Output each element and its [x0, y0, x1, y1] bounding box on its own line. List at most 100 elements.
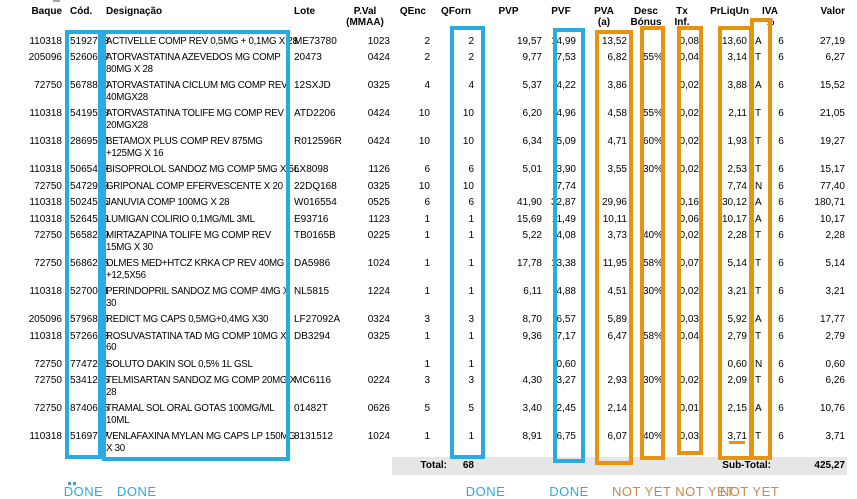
cell-designacao: REDICT MG CAPS 0,5MG+0,4MG X30	[106, 314, 269, 325]
cell-pval: 0626	[367, 403, 390, 414]
cell-tx-inf	[665, 356, 703, 373]
cell-desc-bonus	[629, 211, 665, 228]
cell-cod: 5419528	[70, 108, 109, 119]
cell-pvp: 15,69	[516, 213, 542, 225]
table-row: 110318 5726633 ROSUVASTATINA TAD MG COMP…	[14, 328, 847, 356]
cell-tx-inf: 0,04	[679, 52, 699, 63]
cell-designacao: LUMIGAN COLIRIO 0,1MG/ML 3ML	[106, 213, 255, 225]
cell-designacao: MIRTAZAPINA TOLIFE MG COMP REV 15MG X 30	[106, 230, 271, 253]
cell-baque: 110318	[29, 197, 62, 208]
totals-spacer	[488, 456, 543, 475]
col-header-valor: Valor	[820, 6, 845, 17]
cell-qenc: 5	[424, 403, 430, 414]
cell-iva: 6	[778, 330, 784, 342]
cell-prliqun: 3,21	[727, 286, 747, 297]
col-header-desc-bonus: Desc Bónus	[630, 6, 662, 28]
cell-lote: NL5815	[294, 286, 330, 297]
cell-designacao: ROSUVASTATINA TAD MG COMP 10MG X 60	[106, 330, 287, 354]
cell-desc-bonus: 58%	[642, 330, 663, 342]
cell-valor: 6,27	[825, 52, 845, 63]
cell-pval: 1023	[367, 35, 390, 47]
cell-iva: 6	[778, 375, 784, 386]
cell-desc-bonus	[629, 33, 665, 50]
cell-valor: 15,17	[819, 164, 845, 175]
cell-iva: 6	[778, 258, 784, 269]
annotated-order-report: Baque Cód. Designação Lote P.Val (MMAA) …	[14, 0, 847, 499]
cell-pva: 4,58	[607, 108, 627, 119]
cell-baque: 72750	[34, 375, 62, 386]
cell-pvf: 0,60	[556, 358, 576, 370]
cell-desc-bonus	[629, 312, 665, 329]
cell-lote: TB0165B	[294, 230, 336, 241]
cell-valor: 2,28	[825, 230, 845, 241]
cell-valor: 21,05	[819, 108, 845, 119]
cell-pvf: 4,96	[556, 108, 576, 119]
cell-iva: 6	[778, 52, 784, 63]
cell-iva-letter: A	[755, 80, 762, 91]
cell-baque: 72750	[34, 180, 62, 192]
cell-pval: 0424	[367, 108, 390, 119]
cell-pval: 0325	[367, 80, 390, 91]
cell-tx-inf: 0,02	[679, 230, 699, 241]
cell-pva: 29,96	[601, 197, 627, 208]
cell-designacao: PERINDOPRIL SANDOZ MG COMP 4MG X 30	[106, 286, 290, 309]
cell-desc-bonus: 30%	[642, 286, 663, 297]
cell-valor: 0,60	[825, 358, 845, 370]
cell-qforn: 1	[468, 286, 474, 297]
cell-desc-bonus	[629, 178, 665, 195]
table-row: 110318 5024575 JANUVIA COMP 100MG X 28 W…	[14, 195, 847, 212]
cell-lote: E93716	[294, 213, 329, 225]
cell-iva-letter: A	[755, 35, 762, 47]
col-header-tx-inf: Tx Inf.	[674, 6, 690, 28]
table-row: 72750 5686225 OLMES MED+HTCZ KRKA CP REV…	[14, 256, 847, 284]
cell-desc-bonus: 30%	[642, 164, 663, 175]
cell-baque: 110318	[29, 35, 62, 47]
cell-pva: 3,55	[607, 164, 627, 175]
cell-cod: 8740605	[70, 403, 109, 414]
cell-pvf: 4,22	[556, 80, 576, 91]
cell-qenc: 2	[424, 52, 430, 63]
cell-designacao: TRAMAL SOL ORAL GOTAS 100MG/ML 10ML	[106, 403, 275, 426]
cell-baque: 72750	[34, 403, 62, 414]
cell-iva-letter: T	[755, 52, 762, 63]
cell-valor: 10,17	[819, 213, 845, 225]
cell-prliqun: 2,09	[727, 375, 747, 386]
cell-qenc: 1	[424, 213, 430, 225]
cell-qforn: 1	[468, 258, 474, 269]
cell-qenc: 6	[424, 164, 430, 175]
cell-qforn: 1	[468, 431, 474, 442]
cell-pvf: 14,99	[550, 35, 576, 47]
totals-spacer	[64, 457, 102, 476]
cell-lote: LX8098	[294, 164, 329, 175]
cell-designacao: ATORVASTATINA AZEVEDOS MG COMP 80MG X 28	[106, 52, 281, 75]
cell-pval: 0324	[367, 314, 390, 325]
annotation-label-done: DONE	[465, 484, 506, 499]
cell-pva: 13,52	[601, 35, 627, 47]
table-row: 110318 2869584 BETAMOX PLUS COMP REV 875…	[14, 134, 847, 162]
cell-pvf: 32,87	[550, 197, 576, 208]
cell-pval: 0325	[367, 330, 390, 342]
cell-cod: 5264528	[70, 213, 109, 225]
table-row: 72750 7747246 SOLUTO DAKIN SOL 0,5% 1L G…	[14, 356, 847, 373]
cell-iva: 6	[778, 108, 784, 119]
col-header-pva: PVA (a)	[594, 6, 614, 28]
cell-pval: 1126	[368, 164, 390, 175]
cell-qenc: 3	[424, 314, 430, 325]
total-label: Total:	[420, 459, 447, 471]
cell-prliqun: 30,12	[721, 197, 747, 208]
cell-baque: 110318	[29, 108, 62, 119]
cell-iva: 6	[778, 230, 784, 241]
cell-baque: 205096	[28, 314, 62, 325]
cell-pvp	[488, 178, 543, 195]
cell-qforn: 1	[468, 213, 474, 225]
cell-lote: 20473	[294, 52, 322, 63]
cell-qforn: 4	[468, 80, 474, 91]
cell-prliqun: 2,11	[728, 108, 747, 119]
cell-qenc: 1	[424, 330, 430, 342]
cell-baque: 110318	[29, 330, 62, 342]
cell-iva: 6	[778, 358, 784, 370]
cell-designacao: GRIPONAL COMP EFERVESCENTE X 20	[106, 180, 283, 192]
cell-prliqun: 1,93	[727, 136, 747, 147]
total-label-cell: Total:	[392, 456, 447, 475]
table-row: 110318 5419528 ATORVASTATINA TOLIFE MG C…	[14, 106, 847, 134]
